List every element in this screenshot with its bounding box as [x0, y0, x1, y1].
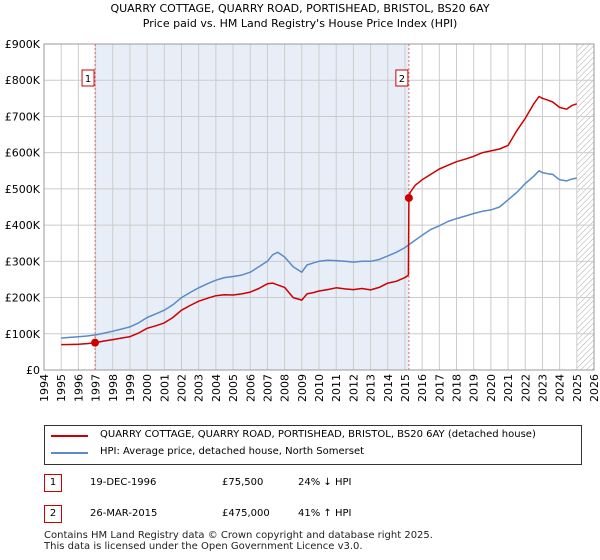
x-tick-label: 2021: [502, 374, 515, 402]
x-tick-label: 2019: [468, 374, 481, 402]
x-tick-label: 2026: [588, 374, 600, 402]
sale-point: [91, 338, 100, 347]
x-tick-label: 2020: [485, 374, 498, 402]
x-tick-label: 2023: [536, 374, 549, 402]
sale-marker-label: 1: [85, 74, 91, 85]
x-tick-label: 1998: [107, 374, 120, 402]
sale-date: 26-MAR-2015: [90, 508, 158, 519]
x-tick-label: 2012: [347, 374, 360, 402]
x-tick-label: 2024: [554, 374, 567, 402]
x-tick-label: 2009: [296, 374, 309, 402]
x-tick-label: 1996: [72, 374, 85, 402]
legend-item-hpi: HPI: Average price, detached house, Nort…: [45, 445, 581, 461]
x-tick-label: 2002: [176, 374, 189, 402]
sale-price: £75,500: [222, 477, 264, 488]
y-tick-label: £100K: [5, 328, 41, 341]
x-tick-label: 2008: [279, 374, 292, 402]
plot-border: [43, 43, 595, 371]
property-price-line: [61, 95, 578, 346]
x-tick-label: 1995: [55, 374, 68, 402]
sale-number-badge: 1: [44, 474, 62, 492]
x-tick-label: 2011: [330, 374, 343, 402]
x-tick-label: 2000: [141, 374, 154, 402]
sale-marker-label: 2: [399, 74, 405, 85]
x-tick-label: 2005: [227, 374, 240, 402]
y-tick-label: £0: [26, 364, 40, 377]
x-tick-label: 1999: [124, 374, 137, 402]
legend-label-hpi: HPI: Average price, detached house, Nort…: [100, 446, 365, 457]
x-tick-label: 2015: [399, 374, 412, 402]
footer-line-1: Contains HM Land Registry data © Crown c…: [44, 530, 433, 541]
sale-point: [404, 193, 413, 202]
x-tick-label: 2022: [519, 374, 532, 402]
y-tick-label: £800K: [5, 74, 41, 87]
x-tick-label: 2001: [158, 374, 171, 402]
x-tick-label: 2003: [193, 374, 206, 402]
hpi-line: [61, 170, 577, 339]
y-tick-label: £200K: [5, 292, 41, 305]
sale-number-badge: 2: [44, 505, 62, 523]
footer-attribution: Contains HM Land Registry data © Crown c…: [44, 530, 433, 552]
x-tick-label: 1994: [38, 374, 51, 402]
legend-swatch-property: [51, 435, 88, 437]
x-tick-label: 2010: [313, 374, 326, 402]
x-tick-label: 2013: [365, 374, 378, 402]
sale-marker-box: [81, 69, 95, 87]
x-tick-label: 2018: [451, 374, 464, 402]
x-tick-label: 2007: [261, 374, 274, 402]
sale-hpi-diff: 24% ↓ HPI: [298, 477, 352, 488]
x-tick-label: 2014: [382, 374, 395, 402]
x-tick-label: 2016: [416, 374, 429, 402]
sale-marker-box: [395, 69, 409, 87]
sale-hpi-diff: 41% ↑ HPI: [298, 508, 352, 519]
legend-label-property: QUARRY COTTAGE, QUARRY ROAD, PORTISHEAD,…: [100, 429, 536, 440]
price-chart: £0 £100K £200K £300K £400K £500K £600K £700K £80…: [5, 38, 600, 402]
x-tick-label: 2025: [571, 374, 584, 402]
chart-title: QUARRY COTTAGE, QUARRY ROAD, PORTISHEAD,…: [110, 2, 490, 15]
legend-swatch-hpi: [51, 452, 88, 454]
y-tick-label: £400K: [5, 219, 41, 232]
sale-date: 19-DEC-1996: [90, 477, 157, 488]
legend-item-property: QUARRY COTTAGE, QUARRY ROAD, PORTISHEAD,…: [45, 428, 581, 444]
y-tick-label: £500K: [5, 183, 41, 196]
forecast-hatch: [576, 44, 594, 370]
y-tick-label: £300K: [5, 255, 41, 268]
y-tick-label: £900K: [5, 38, 41, 51]
y-tick-label: £700K: [5, 110, 41, 123]
x-tick-label: 2004: [210, 374, 223, 402]
chart-subtitle: Price paid vs. HM Land Registry's House …: [142, 17, 458, 30]
y-tick-label: £600K: [5, 147, 41, 160]
sale-price: £475,000: [222, 508, 270, 519]
chart-legend: QUARRY COTTAGE, QUARRY ROAD, PORTISHEAD,…: [44, 425, 582, 465]
x-tick-label: 2006: [244, 374, 257, 402]
x-tick-label: 1997: [90, 374, 103, 402]
x-tick-label: 2017: [433, 374, 446, 402]
footer-line-2: This data is licensed under the Open Gov…: [44, 541, 363, 552]
